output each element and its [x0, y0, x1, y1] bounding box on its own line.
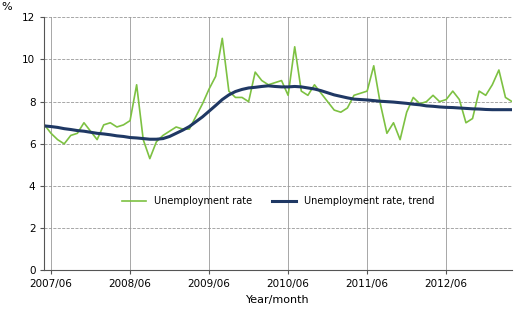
X-axis label: Year/month: Year/month	[247, 295, 310, 305]
Unemployment rate	[107, 121, 114, 124]
Unemployment rate, trend	[147, 137, 153, 141]
Legend: Unemployment rate, Unemployment rate, trend: Unemployment rate, Unemployment rate, tr…	[118, 192, 438, 210]
Unemployment rate, trend	[265, 84, 271, 88]
Unemployment rate	[483, 94, 489, 97]
Unemployment rate	[371, 64, 377, 68]
Unemployment rate, trend	[206, 109, 212, 113]
Unemployment rate, trend	[509, 108, 515, 112]
Unemployment rate, trend	[42, 124, 48, 128]
Unemployment rate	[42, 123, 48, 127]
Unemployment rate, trend	[318, 89, 324, 93]
Unemployment rate, trend	[483, 108, 489, 111]
Unemployment rate	[147, 157, 153, 160]
Unemployment rate	[351, 94, 357, 97]
Unemployment rate	[206, 87, 212, 91]
Y-axis label: %: %	[2, 2, 12, 12]
Line: Unemployment rate, trend: Unemployment rate, trend	[45, 86, 512, 139]
Unemployment rate	[509, 100, 515, 104]
Unemployment rate, trend	[351, 97, 357, 101]
Unemployment rate	[318, 91, 324, 95]
Unemployment rate	[219, 37, 225, 40]
Unemployment rate, trend	[371, 99, 377, 102]
Line: Unemployment rate: Unemployment rate	[45, 38, 512, 158]
Unemployment rate, trend	[107, 133, 114, 137]
